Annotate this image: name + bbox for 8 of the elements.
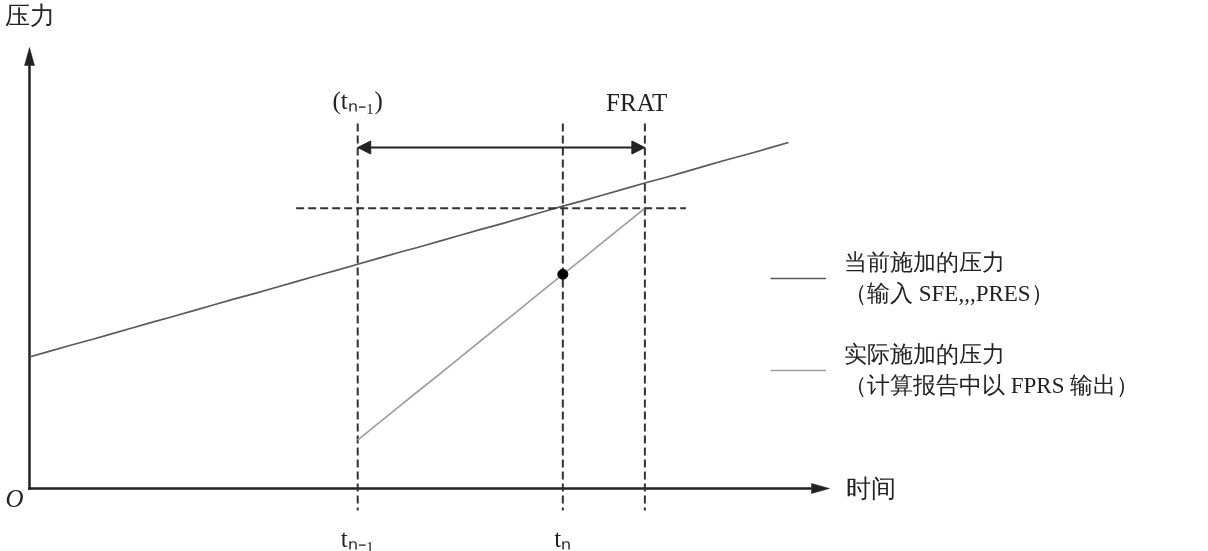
x-axis-title: 时间 bbox=[845, 475, 896, 502]
legend-label: 当前施加的压力（输入 SFE,,,PRES） bbox=[844, 249, 1054, 308]
ref-line-label: (tₙ₋₁) bbox=[332, 87, 383, 115]
legend-label: 实际施加的压力（计算报告中以 FPRS 输出） bbox=[844, 341, 1140, 400]
text: O bbox=[5, 485, 24, 512]
y-axis-title: 压力 bbox=[4, 2, 55, 29]
text: FRAT bbox=[606, 89, 668, 116]
x-tick-label: tₙ bbox=[554, 525, 572, 551]
